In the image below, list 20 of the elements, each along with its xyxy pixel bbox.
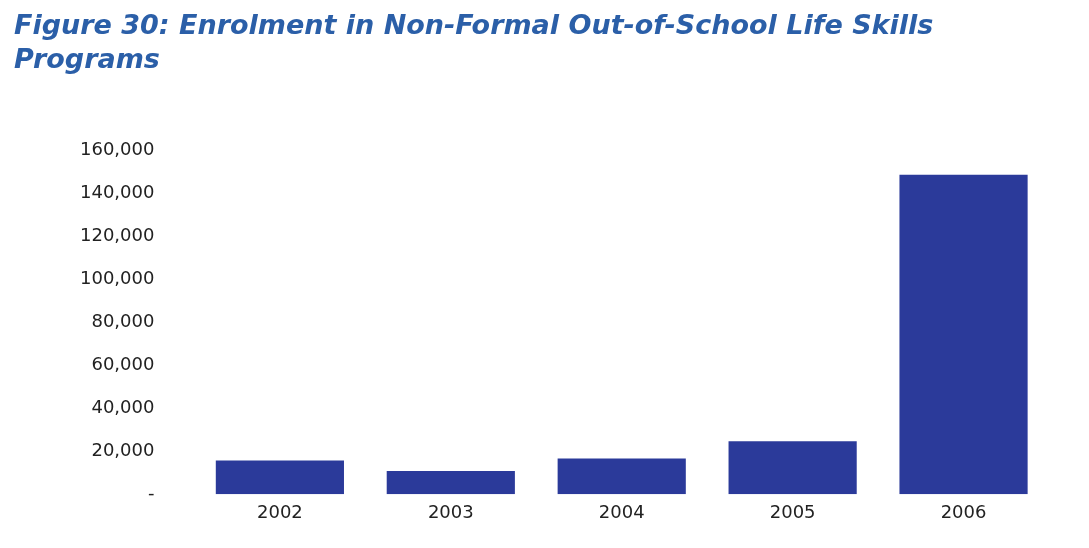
x-tick-label: 2002 [256,500,303,522]
x-tick-label: 2005 [769,500,816,522]
bar [728,441,857,495]
x-tick-label: 2003 [427,500,474,522]
chart-title: Figure 30: Enrolment in Non-Formal Out-of-School Life Skills Programs [14,8,935,76]
y-tick-label: 40,000 [91,396,155,418]
bar [215,460,344,495]
y-tick-label: 80,000 [91,310,155,332]
y-tick-label: 140,000 [80,181,155,203]
x-tick-label: 2004 [598,500,645,522]
y-tick-label: - [147,481,155,503]
y-tick-label: 120,000 [80,224,155,246]
bar [386,471,515,495]
y-tick-label: 60,000 [91,353,155,375]
x-tick-label: 2006 [940,500,987,522]
y-tick-label: 20,000 [91,438,155,460]
bar [557,458,686,495]
y-tick-label: 100,000 [80,267,155,289]
y-tick-label: 160,000 [80,138,155,160]
bar [899,174,1028,495]
